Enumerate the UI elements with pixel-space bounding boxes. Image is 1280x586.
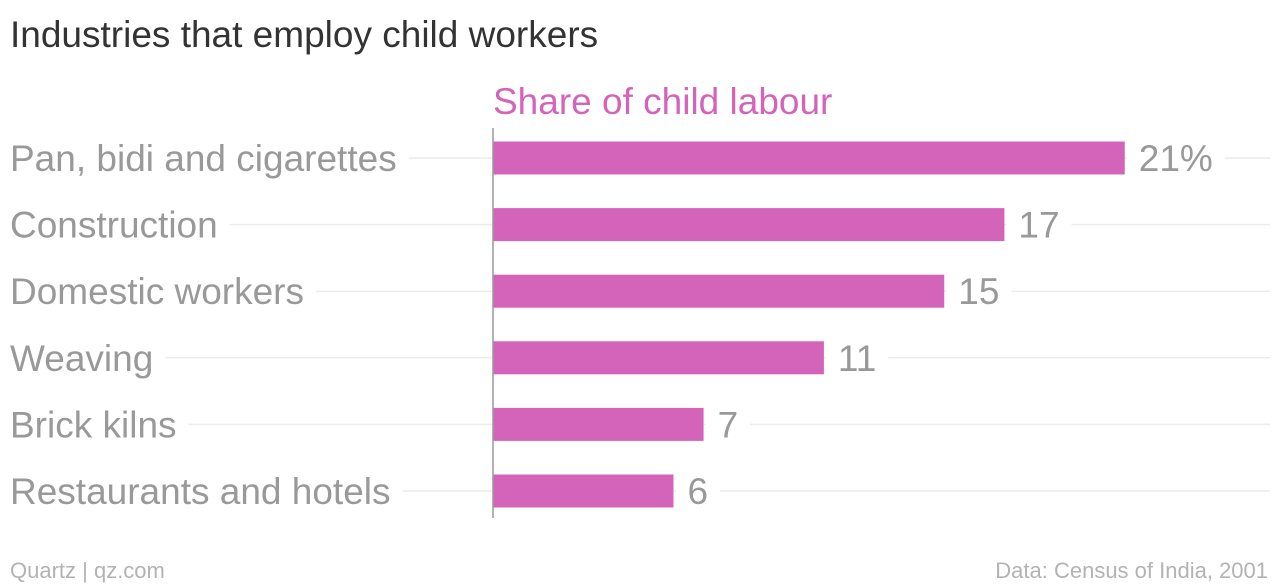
value-label: 21% — [1139, 138, 1213, 179]
category-label: Construction — [10, 205, 218, 246]
value-labels: 21% 17 15 11 76 — [688, 138, 1213, 512]
bar — [493, 141, 1125, 175]
bar — [493, 208, 1005, 242]
label-mask — [946, 271, 1012, 313]
guide-lines — [10, 138, 1270, 512]
category-label: Restaurants and hotels — [10, 471, 391, 512]
chart-title: Industries that employ child workers — [10, 14, 599, 55]
label-mask — [10, 271, 316, 313]
bar — [493, 274, 945, 308]
category-labels: Pan, bidi and cigarettes Construction Dome… — [10, 138, 397, 512]
bars — [493, 141, 1125, 508]
value-label: 15 — [958, 271, 999, 312]
category-label: Pan, bidi and cigarettes — [10, 138, 397, 179]
label-mask — [10, 404, 189, 446]
footer-source-right: Data: Census of India, 2001 — [995, 558, 1268, 583]
label-mask — [705, 404, 751, 446]
category-label: Weaving — [10, 338, 153, 379]
label-mask — [675, 471, 721, 512]
label-mask — [825, 337, 889, 379]
bar — [493, 341, 824, 375]
label-mask — [10, 204, 230, 246]
label-mask — [10, 471, 403, 512]
category-label: Domestic workers — [10, 271, 304, 312]
label-mask — [10, 138, 409, 179]
bar — [493, 474, 674, 508]
value-label: 11 — [838, 338, 876, 379]
bar — [493, 407, 704, 441]
label-mask — [10, 337, 166, 379]
series-label: Share of child labour — [493, 81, 832, 122]
label-mask — [1126, 138, 1225, 179]
value-label: 6 — [688, 471, 709, 512]
value-label: 17 — [1018, 205, 1059, 246]
value-label: 7 — [718, 404, 739, 445]
label-mask — [1006, 204, 1072, 246]
footer-source-left: Quartz | qz.com — [10, 558, 165, 583]
category-label: Brick kilns — [10, 404, 177, 445]
